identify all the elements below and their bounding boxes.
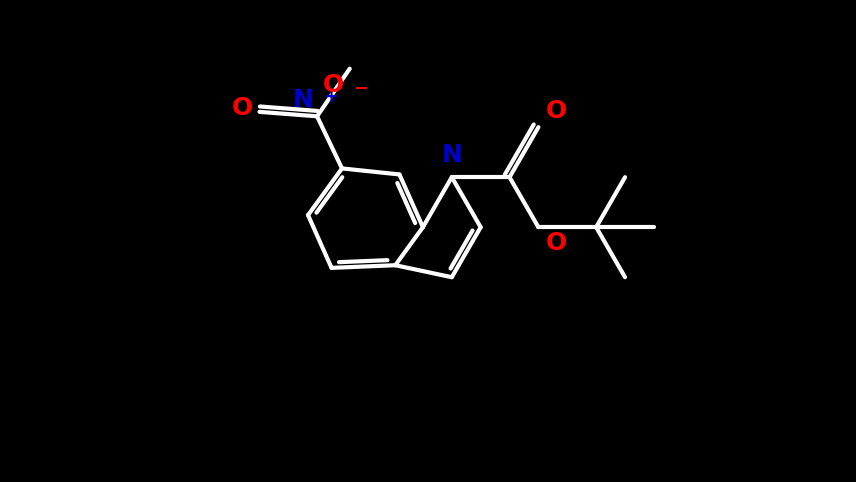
Text: O: O [232,96,253,120]
Text: +: + [324,88,338,107]
Text: −: − [354,80,369,98]
Text: N: N [442,143,462,167]
Text: N: N [293,89,313,112]
Text: O: O [546,231,568,255]
Text: O: O [323,72,343,96]
Text: O: O [546,99,568,123]
